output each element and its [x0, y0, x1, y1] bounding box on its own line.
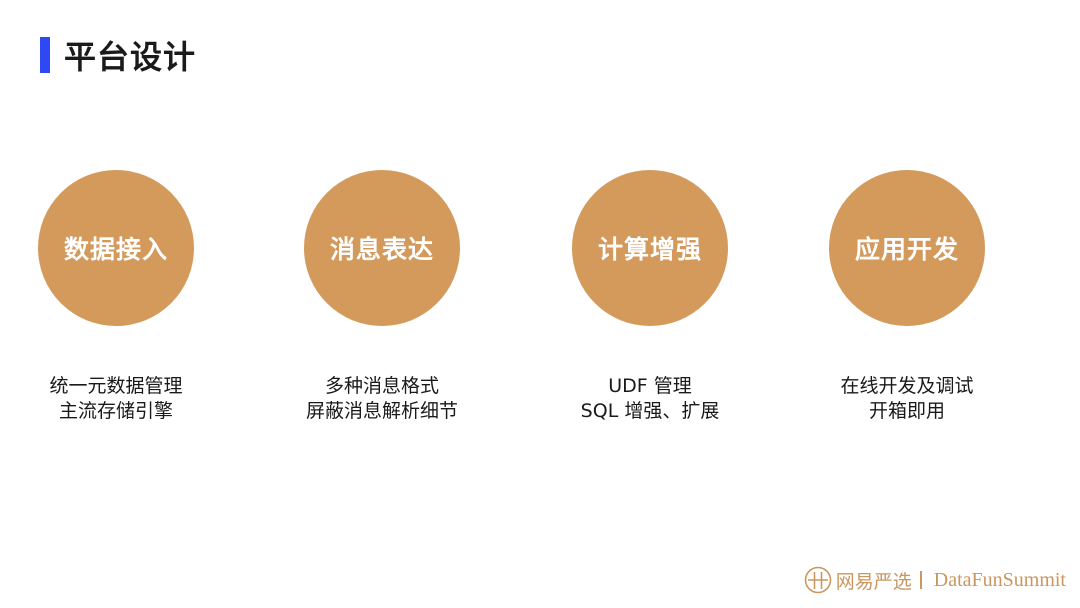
- feature-application-development: 应用开发 在线开发及调试 开箱即用: [777, 170, 1037, 424]
- feature-desc-line: 开箱即用: [868, 400, 945, 422]
- feature-label: 应用开发: [854, 235, 959, 264]
- feature-message-expression: 消息表达 多种消息格式 屏蔽消息解析细节: [252, 170, 512, 424]
- feature-compute-enhancement: 计算增强 UDF 管理 SQL 增强、扩展: [520, 170, 780, 424]
- feature-label: 计算增强: [597, 235, 702, 264]
- feature-desc-line: SQL 增强、扩展: [580, 400, 720, 422]
- feature-label: 消息表达: [329, 235, 434, 264]
- feature-circle: 数据接入: [38, 170, 194, 326]
- page-header: 平台设计: [40, 36, 196, 76]
- feature-desc-line: 多种消息格式: [324, 375, 439, 397]
- brand-logo-icon: [804, 566, 832, 594]
- feature-desc-line: UDF 管理: [608, 375, 692, 397]
- feature-circle: 应用开发: [829, 170, 985, 326]
- feature-data-ingestion: 数据接入 统一元数据管理 主流存储引擎: [0, 170, 246, 424]
- page-title: 平台设计: [64, 38, 197, 76]
- feature-label: 数据接入: [63, 235, 168, 264]
- brand-name: 网易严选: [835, 570, 912, 593]
- partner-name: DataFunSummit: [933, 568, 1066, 591]
- title-accent-bar: [40, 37, 50, 73]
- feature-desc-line: 统一元数据管理: [49, 375, 183, 397]
- feature-circle: 消息表达: [304, 170, 460, 326]
- feature-description: 多种消息格式 屏蔽消息解析细节: [306, 374, 458, 424]
- footer-branding: 网易严选 DataFunSummit: [804, 566, 1066, 594]
- feature-description: UDF 管理 SQL 增强、扩展: [581, 374, 720, 424]
- feature-desc-line: 在线开发及调试: [840, 375, 974, 397]
- feature-description: 在线开发及调试 开箱即用: [840, 374, 973, 424]
- footer-divider: [919, 571, 922, 589]
- feature-desc-line: 主流存储引擎: [58, 400, 173, 422]
- feature-circle: 计算增强: [572, 170, 728, 326]
- feature-description: 统一元数据管理 主流存储引擎: [49, 374, 182, 424]
- feature-desc-line: 屏蔽消息解析细节: [305, 400, 458, 422]
